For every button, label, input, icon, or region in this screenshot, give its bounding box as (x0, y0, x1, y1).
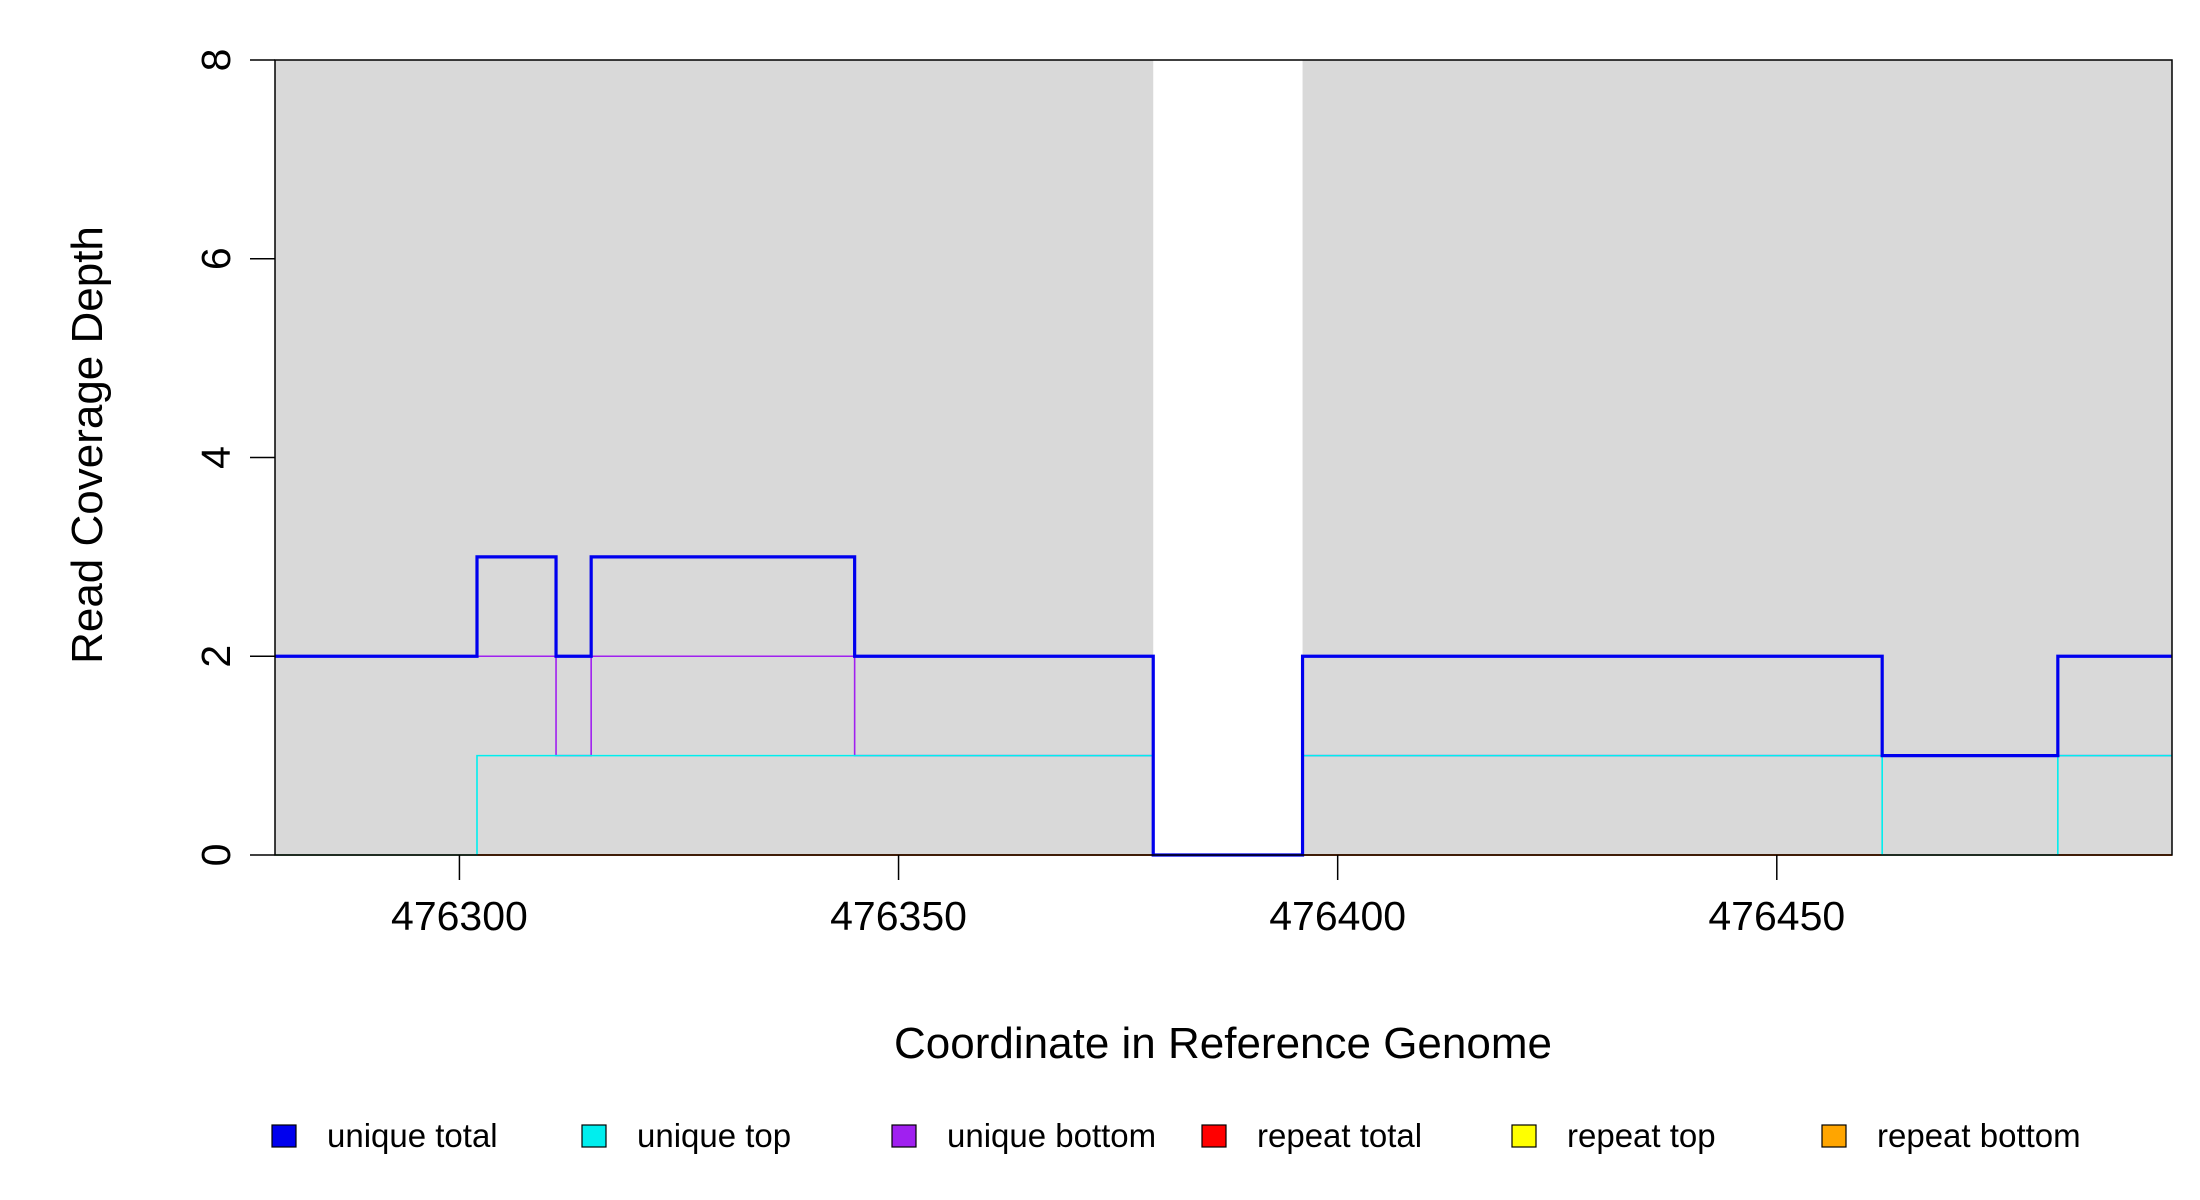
y-tick-label: 4 (193, 446, 239, 469)
gap-region (1153, 60, 1303, 855)
legend-label-unique-bottom: unique bottom (947, 1117, 1156, 1154)
plot-background (275, 60, 2172, 855)
legend-swatch-unique-total (271, 1124, 297, 1148)
series-line-unique-total (275, 555, 2172, 857)
legend-swatch-repeat-top (1511, 1124, 1537, 1148)
legend-swatch-unique-top (581, 1124, 607, 1148)
y-axis-title: Read Coverage Depth (63, 226, 112, 664)
x-tick-label: 476450 (1708, 893, 1845, 939)
y-axis: 0 2 4 6 8 (193, 49, 275, 867)
legend-label-repeat-top: repeat top (1567, 1117, 1716, 1154)
legend-label-repeat-total: repeat total (1257, 1117, 1422, 1154)
x-tick-label: 476300 (391, 893, 528, 939)
x-axis-title: Coordinate in Reference Genome (894, 1019, 1552, 1068)
legend-label-repeat-bottom: repeat bottom (1877, 1117, 2081, 1154)
x-tick-label: 476350 (830, 893, 967, 939)
legend: unique total unique top unique bottom repea… (271, 1117, 2081, 1154)
legend-swatch-unique-bottom (891, 1124, 917, 1148)
legend-label-unique-top: unique top (637, 1117, 791, 1154)
legend-label-unique-total: unique total (327, 1117, 498, 1154)
y-tick-label: 8 (193, 49, 239, 72)
legend-swatch-repeat-total (1201, 1124, 1227, 1148)
x-tick-label: 476400 (1269, 893, 1406, 939)
y-tick-label: 6 (193, 247, 239, 270)
y-tick-label: 2 (193, 645, 239, 668)
y-tick-label: 0 (193, 844, 239, 867)
legend-swatch-repeat-bottom (1821, 1124, 1847, 1148)
x-axis: 476300 476350 476400 476450 (391, 855, 1845, 939)
